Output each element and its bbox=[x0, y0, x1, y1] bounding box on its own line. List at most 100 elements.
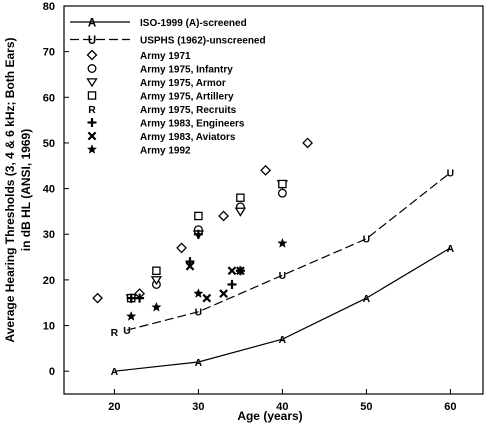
square-marker bbox=[87, 91, 97, 100]
data-point bbox=[193, 229, 203, 239]
letter-marker: A bbox=[363, 294, 371, 305]
series-9 bbox=[126, 237, 288, 321]
x-marker-b bbox=[236, 266, 245, 276]
data-point: U bbox=[447, 168, 454, 179]
data-point bbox=[202, 293, 212, 303]
letter-marker: A bbox=[88, 17, 96, 29]
data-point bbox=[260, 164, 272, 176]
legend-marker bbox=[86, 78, 98, 88]
legend-marker bbox=[87, 64, 97, 73]
y-tick-label: 30 bbox=[43, 229, 55, 241]
square-marker bbox=[152, 266, 161, 276]
letter-marker: R bbox=[88, 105, 96, 116]
circle-marker bbox=[87, 64, 97, 73]
y-tick-label: 60 bbox=[43, 92, 55, 104]
star-marker bbox=[151, 301, 162, 312]
y-tick-label: 70 bbox=[43, 47, 55, 59]
legend-label: Army 1975, Artillery bbox=[140, 92, 234, 103]
data-point: U bbox=[279, 271, 286, 282]
letter-marker: U bbox=[447, 168, 454, 179]
legend-label: Army 1983, Engineers bbox=[140, 119, 245, 130]
diamond-marker bbox=[92, 292, 104, 304]
y-tick-label: 10 bbox=[43, 321, 55, 333]
y-axis-title: Average Hearing Thresholds (3, 4 & 6 kHz… bbox=[3, 38, 17, 343]
data-point: U bbox=[363, 235, 370, 246]
legend-label: Army 1975, Armor bbox=[140, 78, 226, 89]
diamond-marker bbox=[86, 49, 98, 61]
letter-marker: U bbox=[88, 35, 96, 47]
star-marker bbox=[193, 288, 204, 298]
square-marker bbox=[194, 211, 203, 221]
data-point bbox=[126, 293, 136, 303]
x-tick-label: 40 bbox=[276, 401, 288, 413]
legend-marker: U bbox=[88, 35, 96, 47]
x-tick-label: 60 bbox=[444, 401, 456, 413]
legend-marker bbox=[87, 91, 97, 100]
legend-label: Army 1975, Recruits bbox=[140, 105, 237, 116]
data-point bbox=[126, 311, 137, 321]
triangle-marker bbox=[150, 276, 163, 286]
series-6: R bbox=[111, 328, 119, 339]
diamond-marker bbox=[260, 164, 272, 176]
series-1: U U U U U bbox=[123, 168, 454, 336]
square-marker bbox=[236, 193, 245, 202]
x-marker-b bbox=[219, 289, 228, 298]
star-marker bbox=[277, 237, 288, 248]
data-point: A bbox=[111, 367, 119, 378]
legend-label: Army 1975, Infantry bbox=[140, 65, 233, 76]
data-point bbox=[219, 289, 228, 298]
x-marker-b bbox=[227, 266, 237, 276]
data-point bbox=[278, 179, 287, 189]
legend-label: ISO-1999 (A)-screened bbox=[140, 18, 247, 29]
legend-label: Army 1992 bbox=[140, 146, 191, 157]
data-point bbox=[234, 207, 247, 217]
data-point: U bbox=[123, 326, 130, 337]
legend-label: Army 1983, Aviators bbox=[140, 132, 236, 143]
y-tick-label: 0 bbox=[49, 366, 55, 378]
data-point bbox=[227, 266, 237, 276]
y-axis-title-units: in dB HL (ANSI, 1969) bbox=[19, 129, 33, 251]
data-point bbox=[227, 279, 237, 289]
x-tick-label: 30 bbox=[192, 401, 204, 413]
x-tick-label: 20 bbox=[108, 401, 120, 413]
letter-marker: A bbox=[111, 367, 119, 378]
y-tick-label: 80 bbox=[43, 1, 55, 13]
legend-marker bbox=[87, 131, 97, 141]
letter-marker: U bbox=[363, 235, 370, 246]
data-point bbox=[218, 210, 230, 222]
data-point bbox=[176, 242, 188, 254]
series-0: A A A A A bbox=[111, 244, 455, 378]
triangle-marker bbox=[86, 78, 98, 88]
legend-marker bbox=[87, 118, 97, 127]
legend-marker bbox=[86, 144, 98, 154]
data-point: U bbox=[195, 308, 202, 319]
data-point bbox=[152, 266, 161, 276]
y-tick-label: 20 bbox=[43, 275, 55, 287]
star-marker bbox=[126, 311, 137, 321]
diamond-marker bbox=[302, 137, 314, 149]
data-point bbox=[193, 288, 204, 298]
letter-marker: A bbox=[279, 335, 287, 346]
data-point bbox=[277, 188, 287, 198]
data-point: A bbox=[363, 294, 371, 305]
data-point bbox=[150, 276, 163, 286]
square-marker bbox=[278, 179, 287, 189]
letter-marker: R bbox=[111, 328, 119, 339]
data-point bbox=[92, 292, 104, 304]
data-point: R bbox=[111, 328, 119, 339]
letter-marker: A bbox=[447, 244, 455, 255]
x-marker-b bbox=[87, 131, 97, 141]
series-3 bbox=[126, 188, 287, 303]
x-tick-label: 50 bbox=[360, 401, 372, 413]
data-point: A bbox=[279, 335, 287, 346]
data-point bbox=[185, 257, 195, 267]
data-point bbox=[151, 301, 162, 312]
legend-label: Army 1971 bbox=[140, 51, 191, 62]
diamond-marker bbox=[218, 210, 230, 222]
data-point bbox=[302, 137, 314, 149]
circle-marker bbox=[277, 188, 287, 198]
x-axis-title: Age (years) bbox=[237, 409, 302, 423]
series-line bbox=[114, 247, 451, 372]
data-point bbox=[185, 261, 195, 271]
